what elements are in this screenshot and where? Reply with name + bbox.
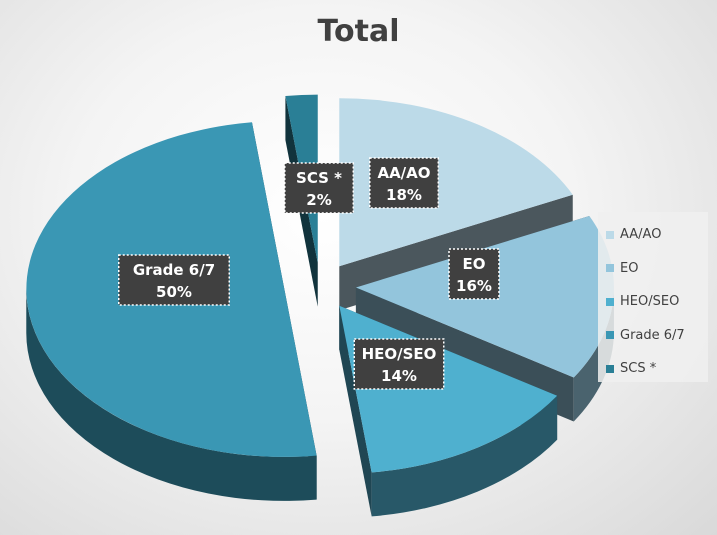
legend-swatch [606, 331, 614, 340]
slice-rim-heo-seo [371, 395, 558, 517]
data-label-category: HEO/SEO [362, 345, 437, 363]
chart-title: Total [317, 14, 400, 49]
data-label-scs: SCS * 2% [284, 162, 354, 214]
legend-swatch [606, 264, 614, 273]
data-label-category: Grade 6/7 [133, 261, 215, 279]
legend-item-scs: SCS * [606, 352, 708, 386]
legend: AA/AO EO HEO/SEO Grade 6/7 SCS * [598, 212, 708, 382]
data-label-category: SCS * [296, 169, 342, 187]
data-label-box [369, 157, 439, 209]
slice-wall-heo-seo-end [339, 305, 372, 517]
data-label-value: 2% [306, 191, 331, 209]
slice-aa-ao [339, 98, 573, 267]
slice-rim-grade-6-7 [26, 288, 317, 501]
data-label-value: 14% [381, 367, 417, 385]
legend-swatch [606, 230, 614, 239]
legend-swatch [606, 297, 614, 306]
data-label-value: 16% [456, 277, 492, 295]
data-label-value: 50% [156, 283, 192, 301]
data-label-category: AA/AO [377, 164, 430, 182]
data-label-box [353, 338, 445, 390]
data-label-grade-6-7: Grade 6/7 50% [118, 254, 230, 306]
data-label-heo-seo: HEO/SEO 14% [353, 338, 445, 390]
data-label-box [284, 162, 354, 214]
slice-rim-eo [573, 287, 614, 422]
data-label-eo: EO 16% [448, 248, 500, 300]
legend-item-eo: EO [606, 252, 708, 286]
legend-item-grade-6-7: Grade 6/7 [606, 319, 708, 353]
legend-swatch [606, 364, 614, 373]
data-label-box [118, 254, 230, 306]
data-label-aa-ao: AA/AO 18% [369, 157, 439, 209]
data-label-box [448, 248, 500, 300]
legend-label: AA/AO [620, 227, 662, 243]
data-label-category: EO [463, 255, 486, 273]
data-label-value: 18% [386, 186, 422, 204]
legend-label: HEO/SEO [620, 294, 680, 310]
legend-item-heo-seo: HEO/SEO [606, 285, 708, 319]
legend-label: SCS * [620, 361, 657, 377]
legend-item-aa-ao: AA/AO [606, 218, 708, 252]
legend-label: Grade 6/7 [620, 327, 685, 343]
data-labels: AA/AO 18% EO 16% HEO/SEO 14% Grade 6/7 50% SCS *… [118, 157, 500, 390]
legend-label: EO [620, 260, 639, 276]
